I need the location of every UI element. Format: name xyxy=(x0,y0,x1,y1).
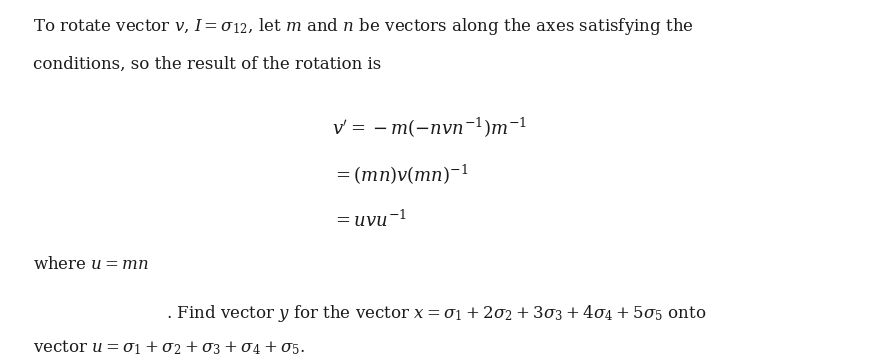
Text: where $u = mn$: where $u = mn$ xyxy=(33,256,149,273)
Text: $= (mn)v(mn)^{-1}$: $= (mn)v(mn)^{-1}$ xyxy=(332,163,468,187)
Text: $v' = -m(-nvn^{-1})m^{-1}$: $v' = -m(-nvn^{-1})m^{-1}$ xyxy=(332,116,527,140)
Text: . Find vector $y$ for the vector $x = \sigma_1 + 2\sigma_2 + 3\sigma_3 + 4\sigma: . Find vector $y$ for the vector $x = \s… xyxy=(166,303,706,324)
Text: $= uvu^{-1}$: $= uvu^{-1}$ xyxy=(332,209,407,231)
Text: To rotate vector $v$, $I = \sigma_{12}$, let $m$ and $n$ be vectors along the ax: To rotate vector $v$, $I = \sigma_{12}$,… xyxy=(33,16,694,37)
Text: conditions, so the result of the rotation is: conditions, so the result of the rotatio… xyxy=(33,55,381,72)
Text: vector $u = \sigma_1 + \sigma_2 + \sigma_3 + \sigma_4 + \sigma_5$.: vector $u = \sigma_1 + \sigma_2 + \sigma… xyxy=(33,338,305,357)
